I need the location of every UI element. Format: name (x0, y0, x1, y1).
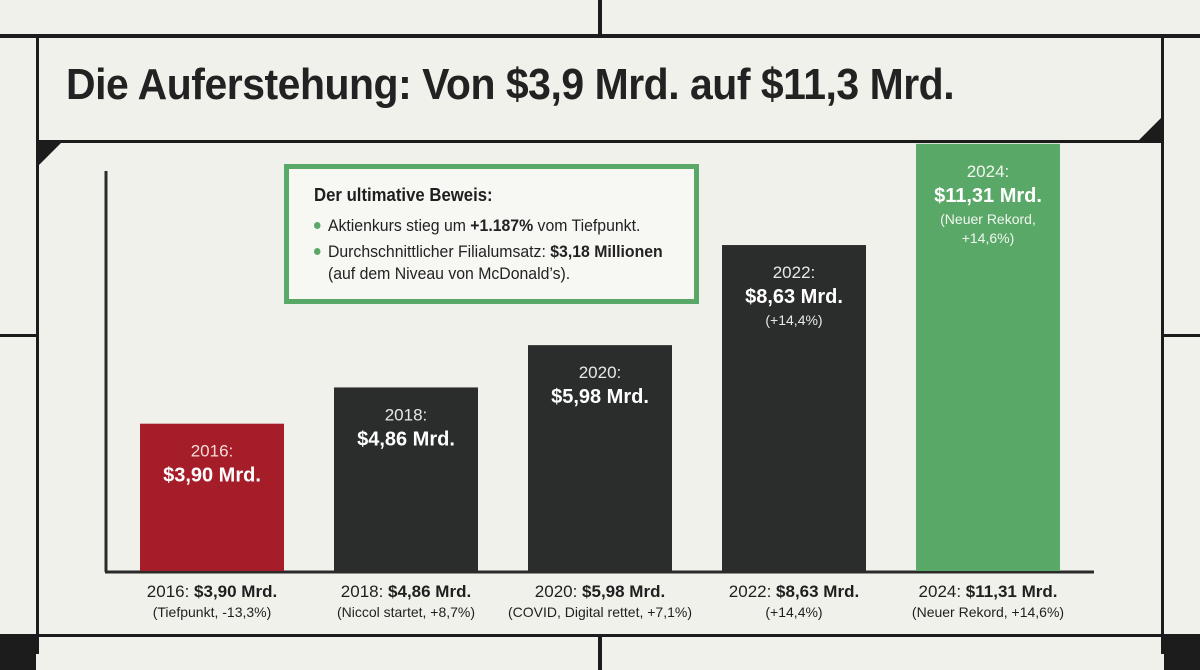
bar-label-year: 2016: (191, 442, 234, 461)
frame-bottom-line (0, 634, 1200, 637)
proof-callout: Der ultimative Beweis: Aktienkurs stieg … (284, 164, 699, 304)
x-tick-note: (+14,4%) (765, 604, 822, 620)
corner-block-bottom-left (0, 637, 36, 670)
x-tick-label: 2024: $11,31 Mrd. (919, 582, 1058, 601)
frame-top-divider (598, 0, 602, 36)
bar-2020 (528, 345, 672, 571)
bar-label-year: 2024: (967, 162, 1010, 181)
callout-item-suffix: vom Tiefpunkt. (533, 216, 641, 235)
x-tick-note: (Tiefpunkt, -13,3%) (153, 604, 272, 620)
corner-triangle-left (39, 143, 61, 165)
callout-list: Aktienkurs stieg um +1.187% vom Tiefpunk… (314, 215, 672, 285)
bar-label-year: 2018: (385, 405, 428, 424)
bar-2018 (334, 387, 478, 571)
bullet-icon (314, 222, 321, 229)
callout-item-stock: Aktienkurs stieg um +1.187% vom Tiefpunk… (314, 215, 647, 237)
bar-label-value: $4,86 Mrd. (357, 428, 455, 450)
callout-title: Der ultimative Beweis: (314, 185, 493, 205)
x-tick-label: 2016: $3,90 Mrd. (147, 582, 277, 601)
callout-item-highlight: +1.187% (470, 216, 534, 235)
x-tick-note: (Niccol startet, +8,7%) (337, 604, 475, 620)
callout-item-subtext: (auf dem Niveau von McDonald’s). (327, 264, 571, 283)
callout-item-prefix: Aktienkurs stieg um (327, 216, 471, 235)
bar-label-note: +14,6%) (962, 230, 1015, 246)
x-tick-note: (Neuer Rekord, +14,6%) (912, 604, 1064, 620)
bar-label-year: 2022: (773, 263, 816, 282)
bullet-icon (314, 248, 321, 255)
bar-label-value: $3,90 Mrd. (163, 465, 261, 487)
bar-label-year: 2020: (579, 363, 622, 382)
frame-left-line (36, 34, 39, 654)
frame-title-bottom-line (36, 140, 1164, 143)
frame-left-mid-line (0, 334, 38, 337)
x-tick-note: (COVID, Digital rettet, +7,1%) (508, 604, 692, 620)
page-title: Die Auferstehung: Von $3,9 Mrd. auf $11,… (66, 60, 955, 109)
bar-label-note: (+14,4%) (765, 312, 822, 328)
bar-2024 (916, 143, 1060, 571)
callout-item-highlight: $3,18 Millionen (550, 242, 663, 261)
callout-item-store-revenue: Durchschnittlicher Filialumsatz: $3,18 M… (314, 241, 663, 285)
frame-right-mid-line (1162, 334, 1200, 337)
x-tick-label: 2020: $5,98 Mrd. (535, 582, 665, 601)
x-tick-label: 2022: $8,63 Mrd. (729, 582, 859, 601)
x-tick-label: 2018: $4,86 Mrd. (341, 582, 471, 601)
callout-item-prefix: Durchschnittlicher Filialumsatz: (327, 242, 551, 261)
frame-right-line (1161, 34, 1164, 654)
bar-2022 (722, 245, 866, 571)
bar-label-value: $5,98 Mrd. (551, 386, 649, 408)
bar-2016 (140, 423, 284, 571)
frame-top-line (0, 34, 1200, 38)
frame-bottom-divider (598, 636, 602, 670)
bar-label-value: $8,63 Mrd. (745, 286, 843, 308)
corner-triangle-right (1139, 118, 1161, 140)
bar-label-value: $11,31 Mrd. (934, 185, 1042, 207)
corner-block-bottom-right (1164, 637, 1200, 670)
bar-label-note: (Neuer Rekord, (940, 211, 1036, 227)
